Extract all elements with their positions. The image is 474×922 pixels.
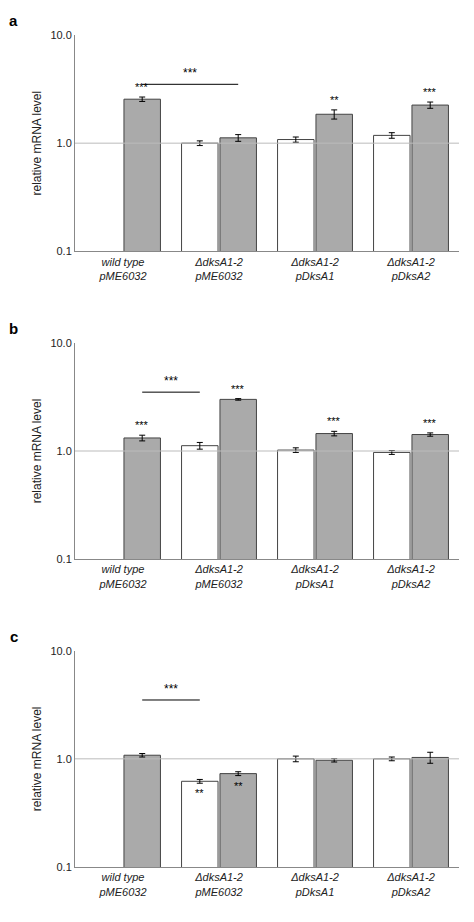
svg-text:c: c [10, 628, 18, 645]
svg-text:0.1: 0.1 [57, 245, 72, 257]
svg-text:***: *** [231, 383, 245, 395]
svg-text:wild typepME6032: wild typepME6032 [98, 563, 146, 589]
svg-text:**: ** [234, 780, 243, 792]
svg-text:ΔdksA1-2pDksA2: ΔdksA1-2pDksA2 [386, 256, 435, 282]
svg-text:ΔdksA1-2pDksA1: ΔdksA1-2pDksA1 [290, 563, 339, 589]
svg-text:ΔdksA1-2pDksA2: ΔdksA1-2pDksA2 [386, 563, 435, 589]
svg-text:***: *** [423, 86, 437, 98]
svg-text:***: *** [135, 81, 149, 93]
svg-text:10.0: 10.0 [50, 337, 71, 349]
svg-text:1.0: 1.0 [57, 445, 72, 457]
svg-text:relative mRNA level: relative mRNA level [30, 706, 44, 811]
svg-text:relative mRNA level: relative mRNA level [30, 91, 44, 196]
svg-text:relative mRNA level: relative mRNA level [30, 399, 44, 504]
svg-text:**: ** [330, 94, 339, 106]
svg-text:**: ** [195, 787, 204, 799]
svg-text:ΔdksA1-2pDksA2: ΔdksA1-2pDksA2 [386, 871, 435, 897]
svg-text:wild typepME6032: wild typepME6032 [98, 871, 146, 897]
svg-text:10.0: 10.0 [50, 645, 71, 657]
svg-text:1.0: 1.0 [57, 753, 72, 765]
svg-text:a: a [9, 12, 18, 29]
svg-text:***: *** [183, 66, 197, 80]
svg-text:***: *** [423, 417, 437, 429]
svg-text:***: *** [164, 374, 178, 388]
svg-text:0.1: 0.1 [57, 553, 72, 565]
svg-text:ΔdksA1-2pME6032: ΔdksA1-2pME6032 [194, 563, 243, 589]
svg-text:ΔdksA1-2pDksA1: ΔdksA1-2pDksA1 [290, 871, 339, 897]
svg-text:ΔdksA1-2pDksA1: ΔdksA1-2pDksA1 [290, 256, 339, 282]
svg-text:***: *** [164, 682, 178, 696]
svg-text:ΔdksA1-2pME6032: ΔdksA1-2pME6032 [194, 256, 243, 282]
svg-text:10.0: 10.0 [50, 29, 71, 41]
svg-text:***: *** [135, 419, 149, 431]
svg-text:0.1: 0.1 [57, 861, 72, 873]
svg-text:b: b [9, 320, 18, 337]
svg-text:***: *** [327, 415, 341, 427]
svg-text:ΔdksA1-2pME6032: ΔdksA1-2pME6032 [194, 871, 243, 897]
svg-text:1.0: 1.0 [57, 137, 72, 149]
svg-text:wild typepME6032: wild typepME6032 [98, 256, 146, 282]
